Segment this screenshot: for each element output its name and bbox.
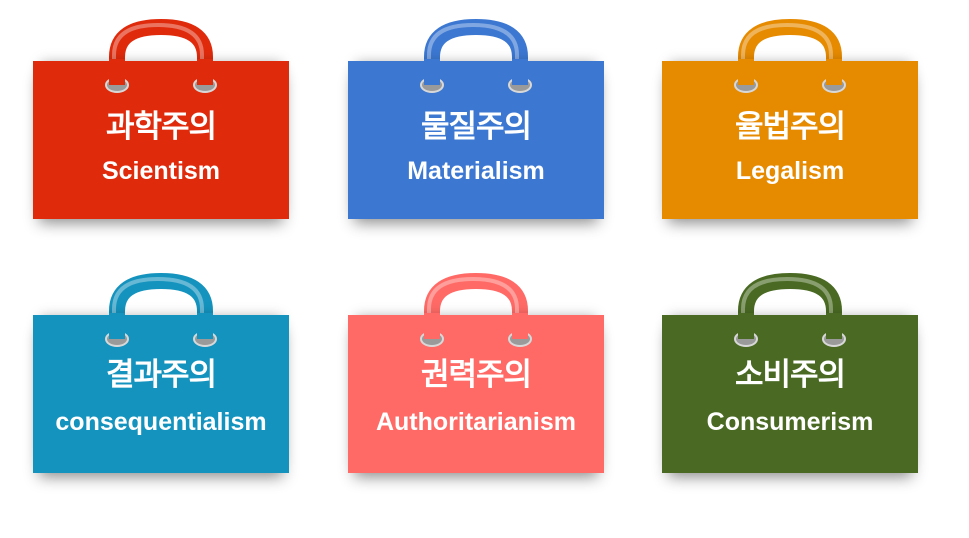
bag-handle-icon — [109, 18, 213, 103]
bag-handle-icon — [738, 18, 842, 103]
bag-eyelets — [420, 313, 532, 347]
bag-consequentialism: 결과주의 consequentialism — [27, 272, 295, 477]
bag-korean-label: 과학주의 — [105, 109, 217, 145]
bag-eyelets — [420, 59, 532, 93]
bag-legalism: 율법주의 Legalism — [656, 18, 924, 223]
bag-consumerism: 소비주의 Consumerism — [656, 272, 924, 477]
bag-authoritarianism: 권력주의 Authoritarianism — [342, 272, 610, 477]
bag-korean-label: 물질주의 — [420, 109, 532, 145]
bag-handle-icon — [424, 272, 528, 357]
bag-eyelets — [105, 313, 217, 347]
bag-korean-label: 소비주의 — [734, 357, 846, 393]
bag-english-label: consequentialism — [55, 408, 267, 436]
bag-handle-icon — [738, 272, 842, 357]
bag-eyelets — [105, 59, 217, 93]
bag-body — [27, 307, 295, 473]
bag-handle-icon — [109, 272, 213, 357]
bag-korean-label: 권력주의 — [420, 357, 532, 393]
bag-materialism: 물질주의 Materialism — [342, 18, 610, 223]
bag-english-label: Authoritarianism — [375, 408, 577, 436]
bag-scientism: 과학주의 Scientism — [27, 18, 295, 223]
bag-english-label: Materialism — [407, 157, 545, 185]
bag-handle-icon — [424, 18, 528, 103]
bag-korean-label: 결과주의 — [105, 357, 217, 393]
bag-eyelets — [734, 313, 846, 347]
bag-eyelets — [734, 59, 846, 93]
bag-english-label: Scientism — [101, 157, 221, 185]
bag-english-label: Consumerism — [706, 408, 874, 436]
bag-english-label: Legalism — [735, 157, 845, 185]
bag-korean-label: 율법주의 — [734, 109, 846, 145]
